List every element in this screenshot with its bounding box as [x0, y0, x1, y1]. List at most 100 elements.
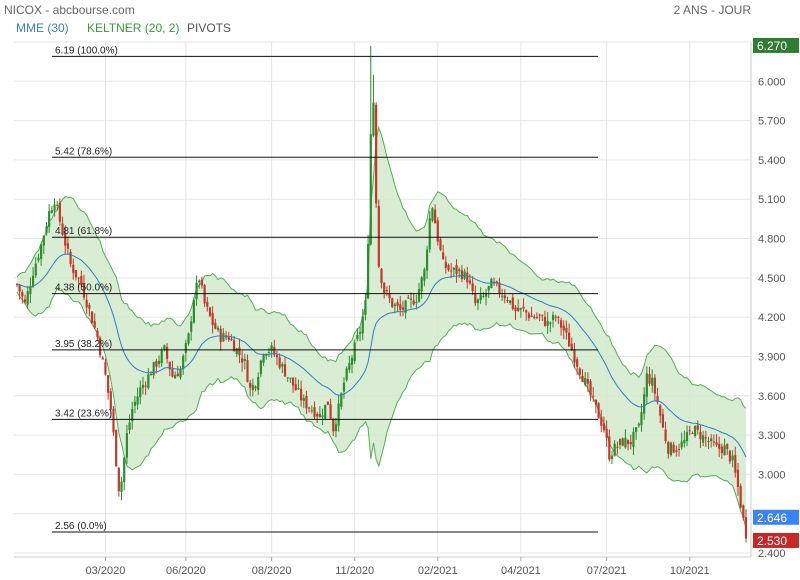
- candle: [147, 368, 150, 390]
- candle-body: [364, 300, 367, 315]
- candle: [712, 434, 715, 447]
- legend-pivots[interactable]: PIVOTS: [187, 21, 232, 35]
- candle: [334, 417, 338, 438]
- candle: [310, 405, 313, 414]
- candle: [584, 371, 587, 387]
- candle-body: [399, 304, 402, 310]
- candle: [669, 441, 673, 457]
- candle-body: [407, 297, 410, 299]
- candle-body: [227, 337, 230, 340]
- candle: [112, 406, 115, 436]
- candle: [543, 310, 547, 327]
- candle-body: [241, 358, 244, 363]
- candle-body: [310, 410, 313, 412]
- candle: [559, 317, 563, 336]
- candle-body: [632, 431, 635, 447]
- candle: [573, 342, 576, 369]
- candle: [602, 416, 606, 433]
- candle: [216, 325, 220, 332]
- candle: [235, 347, 238, 357]
- candle-body: [64, 233, 67, 246]
- candle-body: [53, 204, 56, 211]
- candle: [535, 312, 539, 320]
- candle-body: [42, 235, 45, 246]
- candle: [174, 371, 177, 379]
- candle: [565, 320, 568, 340]
- candle: [165, 343, 169, 364]
- candle: [699, 424, 702, 448]
- candle: [557, 315, 560, 324]
- candle-body: [635, 427, 638, 433]
- price-marker-last: 2.530: [753, 532, 799, 548]
- candle-body: [393, 304, 397, 307]
- candle-body: [58, 202, 61, 222]
- candle: [425, 245, 429, 279]
- candle-body: [573, 349, 576, 363]
- candle: [187, 332, 190, 346]
- candle-body: [179, 369, 182, 378]
- candle-body: [734, 455, 737, 473]
- candle: [329, 398, 332, 420]
- candle: [452, 266, 455, 277]
- candle-body: [707, 441, 710, 443]
- y-tick-label: 5.400: [758, 155, 786, 167]
- candle-body: [742, 505, 745, 518]
- candle-body: [525, 310, 528, 313]
- y-tick-label: 4.500: [758, 273, 786, 285]
- candle: [412, 293, 415, 306]
- candle-body: [616, 446, 619, 448]
- candle-body: [651, 377, 654, 386]
- candle-body: [278, 357, 281, 368]
- candle: [80, 270, 83, 290]
- candle: [594, 399, 598, 414]
- candle-body: [294, 384, 297, 391]
- y-tick-label: 5.100: [758, 194, 786, 206]
- candle-body: [643, 394, 646, 414]
- candle: [728, 449, 732, 464]
- candle: [326, 401, 329, 405]
- candle: [704, 430, 707, 448]
- candle-body: [613, 443, 616, 456]
- candle: [141, 376, 145, 395]
- candle: [645, 366, 648, 404]
- candle: [21, 289, 24, 304]
- candle: [155, 358, 158, 374]
- legend-keltner[interactable]: KELTNER (20, 2): [87, 21, 180, 35]
- candle-body: [232, 340, 236, 352]
- legend-ema[interactable]: MME (30): [16, 21, 69, 35]
- candle-body: [192, 300, 195, 323]
- candle-body: [661, 414, 665, 428]
- candle: [401, 300, 405, 317]
- price-marker-high: 6.270: [753, 37, 799, 53]
- candle: [629, 434, 632, 450]
- candle: [677, 443, 681, 457]
- candle-body: [18, 284, 21, 292]
- candle-body: [543, 317, 547, 326]
- candle: [385, 286, 388, 296]
- candle: [661, 408, 665, 429]
- candle-body: [447, 265, 450, 270]
- candle-body: [326, 401, 329, 405]
- candle-body: [723, 445, 726, 456]
- candle: [203, 283, 206, 307]
- candle-body: [125, 433, 128, 458]
- candle: [399, 295, 402, 317]
- candle: [549, 321, 552, 333]
- candle-body: [369, 134, 372, 245]
- candle-body: [412, 300, 415, 305]
- candle-body: [533, 316, 536, 319]
- chart-period[interactable]: 2 ANS - JOUR: [673, 3, 751, 17]
- candle: [50, 205, 53, 214]
- candle: [364, 293, 367, 321]
- candle-body: [230, 338, 233, 341]
- candle-body: [267, 352, 271, 354]
- candle: [637, 422, 640, 428]
- candle: [436, 217, 439, 246]
- candle-body: [621, 438, 624, 446]
- candle-body: [482, 296, 485, 298]
- candle-body: [637, 423, 640, 426]
- candle-body: [281, 364, 284, 367]
- candle: [581, 369, 584, 383]
- candle: [525, 309, 528, 321]
